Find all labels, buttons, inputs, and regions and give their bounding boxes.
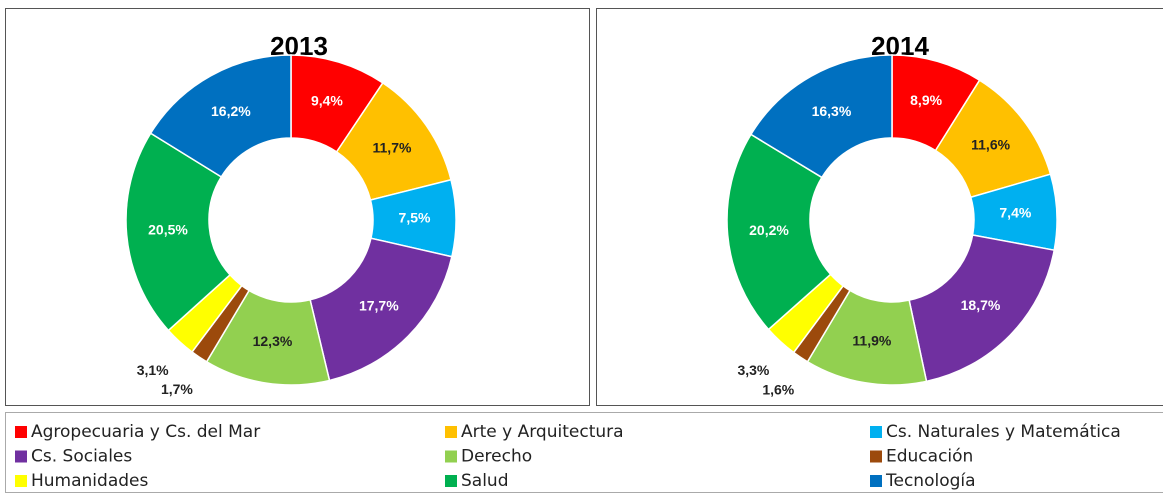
data-label: 16,3% — [812, 103, 852, 119]
legend-label: Humanidades — [31, 471, 148, 491]
data-label: 1,6% — [762, 381, 794, 397]
data-label: 11,9% — [852, 333, 891, 349]
legend-label: Cs. Sociales — [31, 447, 132, 467]
legend-swatch — [445, 426, 457, 438]
legend-swatch — [15, 475, 27, 487]
legend-label: Educación — [886, 447, 973, 467]
legend-swatch — [870, 426, 882, 438]
data-label: 20,2% — [749, 222, 789, 238]
data-label: 20,5% — [148, 222, 188, 238]
data-label: 11,6% — [971, 136, 1010, 152]
data-label: 1,7% — [161, 381, 193, 397]
data-label: 18,7% — [961, 297, 1001, 313]
legend-swatch — [870, 451, 882, 463]
data-label: 11,7% — [373, 140, 412, 156]
legend-swatch — [15, 451, 27, 463]
legend-label: Agropecuaria y Cs. del Mar — [31, 422, 260, 442]
legend-label: Derecho — [461, 447, 532, 467]
legend-swatch — [870, 475, 882, 487]
legend-swatch — [445, 451, 457, 463]
data-label: 12,3% — [253, 333, 293, 349]
data-label: 9,4% — [311, 93, 343, 109]
data-label: 17,7% — [359, 298, 399, 314]
data-label: 16,2% — [211, 103, 251, 119]
data-label: 3,1% — [137, 362, 169, 378]
data-label: 3,3% — [737, 362, 769, 378]
data-label: 7,4% — [999, 205, 1031, 221]
legend-label: Arte y Arquitectura — [461, 422, 624, 442]
data-label: 8,9% — [910, 92, 942, 108]
legend-label: Salud — [461, 471, 509, 491]
legend-swatch — [445, 475, 457, 487]
legend-label: Cs. Naturales y Matemática — [886, 422, 1121, 442]
legend-label: Tecnología — [885, 471, 976, 491]
data-label: 7,5% — [399, 209, 431, 225]
legend-swatch — [15, 426, 27, 438]
